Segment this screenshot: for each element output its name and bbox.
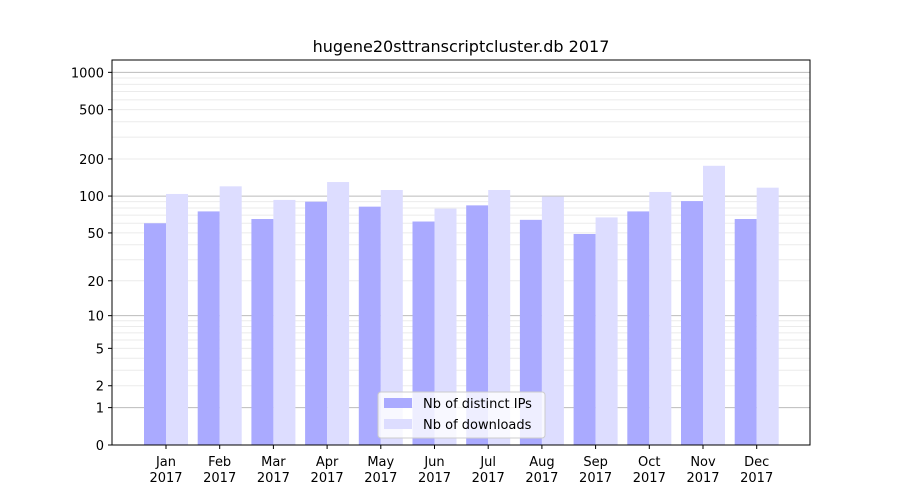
x-tick-label: Mar 2017 (257, 455, 290, 486)
x-tick-label: May 2017 (364, 455, 397, 486)
bar-downloads (327, 182, 350, 445)
bar-downloads (595, 217, 618, 445)
bar-distinct-ips (466, 205, 489, 445)
x-tick-label: Oct 2017 (633, 455, 666, 486)
bar-downloads (380, 190, 403, 445)
bar-downloads (541, 196, 564, 445)
y-tick-label: 10 (87, 310, 104, 325)
x-tick-label: Dec 2017 (740, 455, 773, 486)
y-tick-label: 0 (96, 439, 104, 454)
x-tick-label: Sep 2017 (579, 455, 612, 486)
chart-title: hugene20sttranscriptcluster.db 2017 (313, 37, 610, 56)
legend-swatch (384, 419, 412, 429)
bar-downloads (434, 208, 457, 445)
bar-distinct-ips (305, 201, 328, 445)
x-tick-label: Apr 2017 (311, 455, 344, 486)
bar-distinct-ips (627, 211, 650, 445)
bar-downloads (488, 190, 511, 445)
y-tick-label: 50 (87, 227, 104, 242)
x-tick-label: Aug 2017 (525, 455, 558, 486)
bar-distinct-ips (144, 223, 166, 445)
x-tick-label: Jan 2017 (149, 455, 182, 486)
legend-box (377, 391, 546, 439)
bar-distinct-ips (734, 219, 757, 445)
x-tick-label: Jul 2017 (472, 455, 505, 486)
y-tick-label: 20 (87, 275, 104, 290)
y-tick-label: 5 (96, 342, 104, 357)
x-tick-label: Jun 2017 (418, 455, 451, 486)
y-tick-label: 200 (79, 153, 104, 168)
legend-swatch (384, 398, 412, 408)
legend: Nb of distinct IPs Nb of downloads (377, 391, 546, 439)
y-tick-label: 100 (79, 190, 104, 205)
bar-downloads (649, 191, 672, 445)
legend-label: Nb of downloads (423, 418, 532, 433)
plot-frame (111, 59, 811, 446)
bar-distinct-ips (412, 221, 435, 445)
legend-label: Nb of distinct IPs (423, 397, 532, 412)
x-tick-label: Feb 2017 (203, 455, 236, 486)
y-tick-label: 500 (79, 104, 104, 119)
bar-downloads (703, 165, 725, 445)
bar-distinct-ips (681, 201, 703, 445)
bar-distinct-ips (197, 211, 220, 445)
bar-distinct-ips (251, 219, 274, 445)
bar-downloads (166, 193, 188, 445)
x-tick-label: Nov 2017 (686, 455, 719, 486)
bar-distinct-ips (573, 233, 596, 445)
y-tick-label: 1 (96, 402, 104, 417)
bar-distinct-ips (358, 206, 381, 445)
bar-downloads (219, 186, 242, 445)
bar-distinct-ips (519, 219, 542, 445)
bar-downloads (273, 199, 296, 445)
bar-downloads (756, 187, 779, 446)
y-tick-label: 2 (96, 380, 104, 395)
y-tick-label: 1000 (71, 66, 104, 81)
